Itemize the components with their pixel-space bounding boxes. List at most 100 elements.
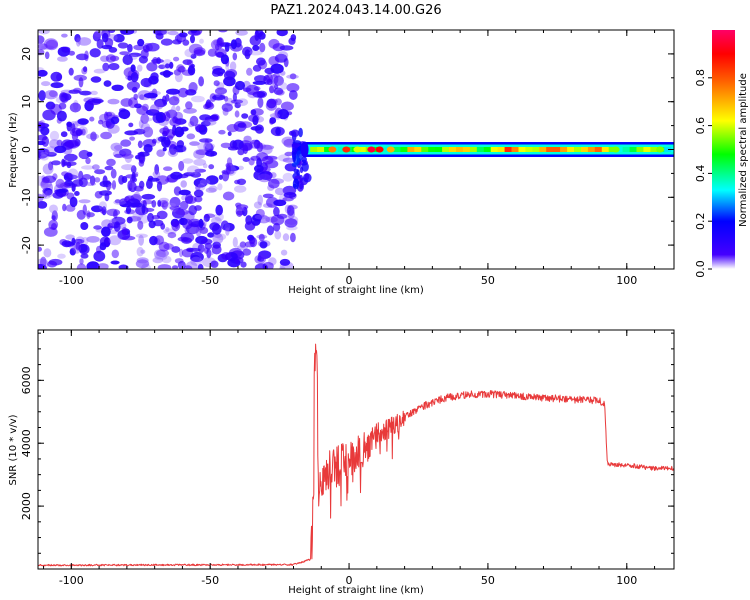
noise-blob xyxy=(73,74,88,81)
noise-blob xyxy=(129,136,136,141)
noise-blob xyxy=(276,30,288,37)
noise-blob xyxy=(56,188,68,193)
noise-blob xyxy=(149,235,158,246)
noise-blob xyxy=(77,37,92,46)
signal-core-segment xyxy=(594,147,603,152)
noise-blob xyxy=(268,56,280,66)
noise-blob xyxy=(96,263,109,269)
noise-blob xyxy=(74,34,81,43)
colorbar-tick-label: 0.2 xyxy=(694,212,707,230)
noise-blob xyxy=(230,99,244,104)
noise-blob xyxy=(268,178,280,189)
colorbar-gradient xyxy=(712,30,735,269)
noise-blob xyxy=(286,205,295,216)
noise-blob xyxy=(40,126,50,136)
noise-blob xyxy=(147,212,154,223)
noise-blob xyxy=(141,193,156,200)
noise-blob xyxy=(100,131,112,140)
noise-blob xyxy=(173,56,180,62)
noise-blob xyxy=(184,48,195,58)
noise-blob xyxy=(178,217,188,226)
noise-blob xyxy=(137,38,145,47)
signal-core-segment xyxy=(358,147,367,152)
noise-blob xyxy=(182,144,187,153)
noise-blob xyxy=(234,80,246,91)
noise-blob xyxy=(250,109,257,116)
noise-blob xyxy=(56,110,67,122)
noise-blob xyxy=(244,49,251,60)
noise-blob xyxy=(211,244,222,255)
noise-blob xyxy=(253,170,266,181)
signal-core-segment xyxy=(581,147,589,152)
signal-core-segment xyxy=(574,147,582,152)
noise-blob xyxy=(201,120,211,127)
noise-blob xyxy=(181,195,186,201)
noise-blob xyxy=(290,232,296,243)
noise-blob xyxy=(140,77,152,88)
colorbar: 0.0 0.2 0.4 0.6 0.8 Normalized spectral ampl… xyxy=(694,30,749,278)
noise-blob xyxy=(252,45,260,51)
noise-blob xyxy=(232,236,238,248)
noise-blob xyxy=(279,266,286,269)
noise-blob xyxy=(122,153,134,159)
noise-blob xyxy=(162,125,169,137)
noise-blob xyxy=(98,201,107,211)
noise-blob xyxy=(79,258,84,265)
transition-blob xyxy=(304,173,310,181)
noise-blob xyxy=(230,39,237,50)
noise-blob xyxy=(107,98,120,105)
noise-blob xyxy=(108,47,118,53)
noise-blob xyxy=(185,101,193,110)
noise-blob xyxy=(254,164,264,173)
snr-y-ticks: 2000 4000 6000 xyxy=(20,332,674,554)
x-tick-label: 0 xyxy=(346,274,353,287)
noise-blob xyxy=(93,225,102,230)
noise-blob xyxy=(224,42,230,52)
noise-blob xyxy=(237,205,245,212)
noise-blob xyxy=(121,226,128,237)
noise-blob xyxy=(135,233,148,238)
signal-core-segment xyxy=(414,147,422,152)
noise-blob xyxy=(242,248,252,256)
noise-blob xyxy=(189,115,199,127)
noise-blob xyxy=(255,30,263,38)
noise-blob xyxy=(139,94,145,100)
noise-blob xyxy=(221,103,233,112)
noise-blob xyxy=(180,180,187,188)
noise-blob xyxy=(280,101,294,111)
noise-blob xyxy=(256,57,266,66)
noise-blob xyxy=(159,71,174,76)
noise-blob xyxy=(237,165,244,171)
noise-blob xyxy=(62,203,67,212)
noise-blob xyxy=(234,179,241,185)
noise-blob xyxy=(150,72,159,81)
noise-blob xyxy=(60,92,69,104)
noise-blob xyxy=(184,193,194,204)
noise-blob xyxy=(265,171,272,182)
snr-x-label: Height of straight line (km) xyxy=(288,585,424,596)
noise-blob xyxy=(178,189,191,196)
signal-core-segment xyxy=(518,147,526,152)
noise-blob xyxy=(40,179,49,190)
noise-blob xyxy=(110,260,120,265)
noise-blob xyxy=(174,71,183,83)
noise-blob xyxy=(220,142,232,149)
noise-blob xyxy=(241,142,253,151)
noise-blob xyxy=(125,205,132,214)
noise-blob xyxy=(117,42,129,49)
noise-blob xyxy=(210,113,220,122)
noise-blob xyxy=(269,98,278,105)
noise-blob xyxy=(38,246,42,252)
noise-blob xyxy=(165,63,170,69)
y-tick-label: -20 xyxy=(20,236,33,254)
noise-blob xyxy=(60,131,68,138)
noise-blob xyxy=(101,226,111,237)
colorbar-tick-label: 0.6 xyxy=(694,117,707,135)
noise-blob xyxy=(198,76,205,87)
noise-blob xyxy=(113,209,118,219)
noise-blob xyxy=(137,151,150,157)
noise-blob xyxy=(176,64,185,73)
noise-blob xyxy=(74,191,80,196)
noise-blob xyxy=(234,258,240,265)
noise-blob xyxy=(193,158,207,166)
